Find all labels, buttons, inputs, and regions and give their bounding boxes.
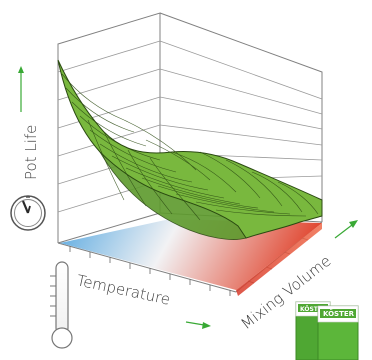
temperature-label: Temperature <box>75 271 172 308</box>
thermometer-icon <box>50 261 73 349</box>
package-front-brand: KÖSTER <box>323 309 355 318</box>
clock-icon <box>10 195 46 231</box>
pot-life-label: Pot Life <box>22 125 40 180</box>
pot-life-surface <box>57 59 323 240</box>
temperature-floor <box>60 219 322 296</box>
pot-life-axis: Pot Life <box>18 66 40 180</box>
package-front: KÖSTER <box>317 305 359 360</box>
package-back-brand: KÖSTER <box>300 306 327 313</box>
product-packages: KÖSTER KÖSTER <box>295 301 359 360</box>
